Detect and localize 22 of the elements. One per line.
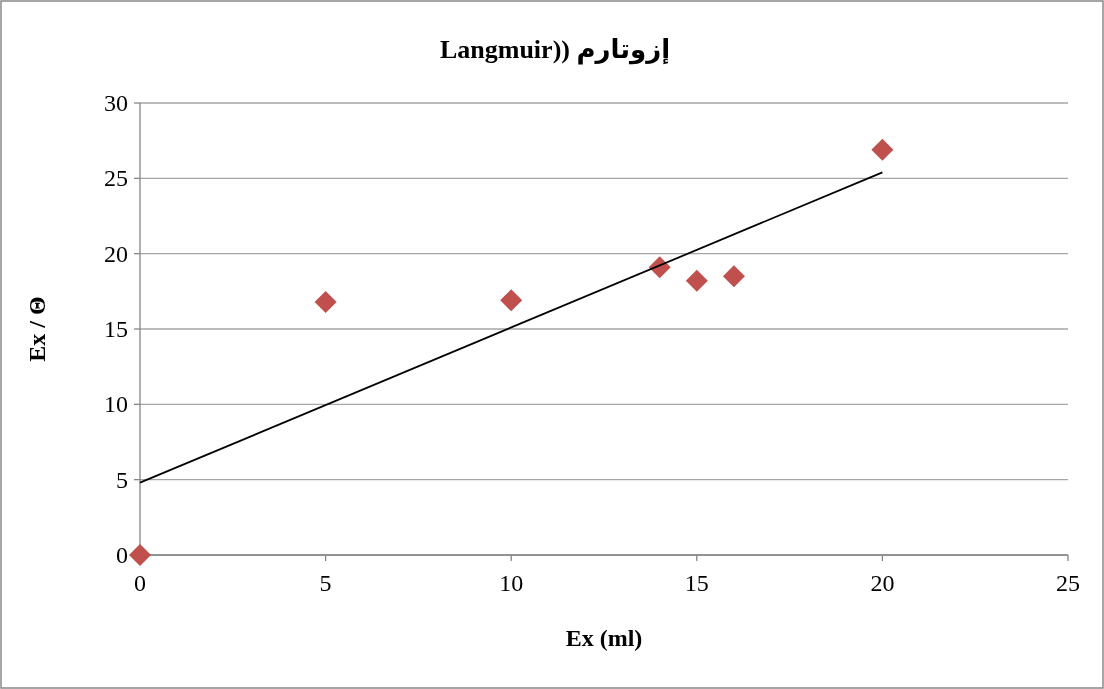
x-tick-label: 0 [134,570,146,596]
y-tick-label: 0 [116,542,128,568]
x-tick-label: 15 [684,570,709,596]
point [314,290,337,313]
y-tick-label: 5 [116,466,128,493]
x-tick-label: 25 [1056,570,1080,596]
point [129,544,151,566]
point [871,138,894,161]
x-axis-title: Ex (ml) [565,625,643,651]
y-tick-label: 20 [104,240,128,267]
x-tick-label: 20 [870,570,895,596]
y-tick-label: 30 [104,90,128,116]
point [685,269,708,292]
x-tick-label: 5 [319,570,332,596]
point [500,289,523,312]
y-tick-label: 10 [104,391,128,418]
y-tick-label: 25 [104,165,128,192]
chart-title: إزوتارم ((Langmuir [439,35,671,65]
y-tick-label: 15 [104,316,128,342]
x-tick-label: 10 [499,570,524,596]
y-axis-title: Ex / Θ [24,296,50,362]
point [722,265,745,288]
